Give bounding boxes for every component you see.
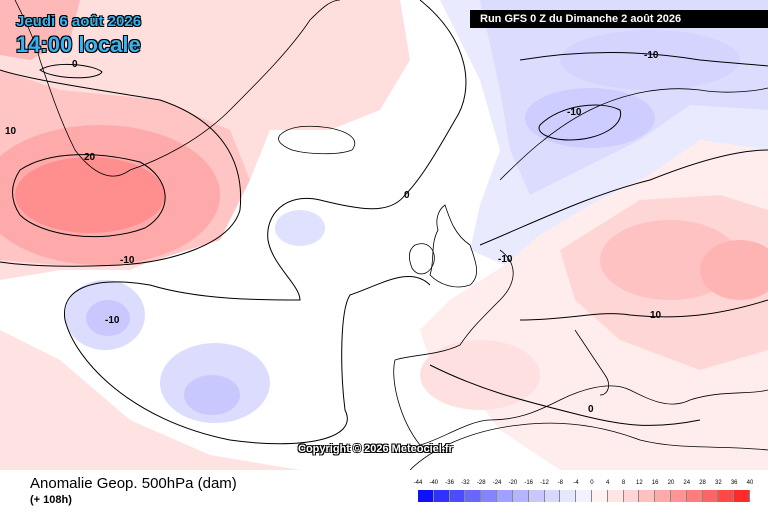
- scale-tick-label: -40: [429, 480, 439, 486]
- scale-swatch: [528, 490, 545, 502]
- contour-minus10-east: [479, 149, 768, 246]
- greenland-coast: [14, 0, 341, 177]
- scale-tick-label: -8: [557, 480, 563, 486]
- scale-swatch: [449, 490, 466, 502]
- scale-swatch: [655, 490, 671, 502]
- contour-label: -10: [567, 107, 582, 118]
- scale-swatch: [560, 490, 577, 502]
- legend-panel: Anomalie Geop. 500hPa (dam) (+ 108h) -44…: [0, 470, 768, 512]
- scale-swatch: [433, 490, 450, 502]
- scale-tick-label: -16: [524, 480, 533, 486]
- europe-coast: [393, 249, 768, 446]
- contour-label: 10: [5, 126, 17, 137]
- scale-tick-label: -32: [461, 480, 470, 486]
- contour-label: -10: [498, 254, 513, 265]
- ireland-coast: [408, 243, 435, 275]
- scale-tick-label: -24: [492, 480, 502, 486]
- africa-coast: [409, 422, 768, 470]
- scale-swatch: [465, 490, 482, 502]
- scale-swatch: [671, 490, 687, 502]
- scale-tick-label: 0: [590, 480, 594, 486]
- scale-tick-label: 16: [651, 480, 659, 486]
- contour-label: 20: [84, 152, 96, 163]
- scale-swatch: [591, 490, 608, 502]
- scale-tick-label: 32: [715, 480, 722, 486]
- scale-tick-label: -36: [445, 480, 454, 486]
- contour-label: -10: [120, 255, 135, 266]
- scale-swatch: [734, 490, 751, 502]
- valid-date: Jeudi 6 août 2026: [16, 13, 142, 30]
- contour-label: 10: [650, 310, 662, 321]
- scale-swatch: [512, 490, 529, 502]
- contour-10-loop: [39, 63, 103, 79]
- contour-0-main: [63, 0, 467, 445]
- anomaly-field: [0, 0, 768, 470]
- scale-tick-label: -12: [540, 480, 549, 486]
- scale-tick-label: 28: [699, 480, 706, 486]
- scale-tick-label: 12: [635, 480, 643, 486]
- scale-swatch: [544, 490, 561, 502]
- italy-coast: [574, 329, 610, 396]
- product-title: Anomalie Geop. 500hPa (dam): [30, 475, 237, 492]
- contour-label: 0: [72, 59, 78, 70]
- scale-swatch: [686, 490, 703, 502]
- scale-tick-label: -28: [476, 480, 486, 486]
- contour-label: -10: [105, 315, 120, 326]
- scale-swatch: [623, 490, 640, 502]
- contour-0-south: [429, 364, 701, 426]
- scale-tick-label: 20: [667, 480, 675, 486]
- scale-swatch: [481, 490, 498, 502]
- scale-tick-label: 24: [683, 480, 691, 486]
- scale-swatch: [576, 490, 592, 502]
- scale-swatch: [497, 490, 513, 502]
- scale-tick-label: -44: [413, 480, 423, 486]
- valid-time: 14:00 locale: [16, 32, 141, 57]
- scale-tick-label: 36: [730, 480, 738, 486]
- contour-label: 0: [404, 190, 410, 201]
- scale-swatch: [718, 490, 735, 502]
- uk-coast: [429, 204, 477, 288]
- contour-label: 0: [588, 404, 594, 415]
- scale-swatch: [607, 490, 624, 502]
- iceland-coast: [278, 125, 356, 155]
- scale-tick-label: 40: [746, 480, 754, 486]
- scale-swatch: [639, 490, 656, 502]
- contour-10-west: [0, 69, 242, 267]
- run-banner: Run GFS 0 Z du Dimanche 2 août 2026: [470, 10, 768, 28]
- scale-tick-label: 8: [621, 480, 626, 486]
- scale-swatch: [418, 490, 434, 502]
- forecast-map: Jeudi 6 août 2026 14:00 locale Run GFS 0…: [0, 0, 768, 470]
- contour-minus10-north: [519, 52, 768, 67]
- color-scale-bar: [418, 490, 751, 502]
- norway-coast: [499, 87, 768, 181]
- scale-swatch: [702, 490, 719, 502]
- lead-time: (+ 108h): [30, 494, 72, 506]
- scale-tick-label: -20: [508, 480, 518, 486]
- color-scale-ticks: -44 -40 -36 -32 -28 -24 -20 -16 -12 -8 -4 0 4 8 12 16 20…: [410, 480, 754, 490]
- scale-tick-label: 4: [606, 480, 610, 486]
- copyright-text: Copyright © 2026 Meteociel.fr: [298, 443, 453, 455]
- contour-label: -10: [644, 50, 659, 61]
- scale-tick-label: -4: [573, 480, 579, 486]
- contour-20-loop: [12, 154, 166, 238]
- contour-10-europe: [519, 299, 768, 321]
